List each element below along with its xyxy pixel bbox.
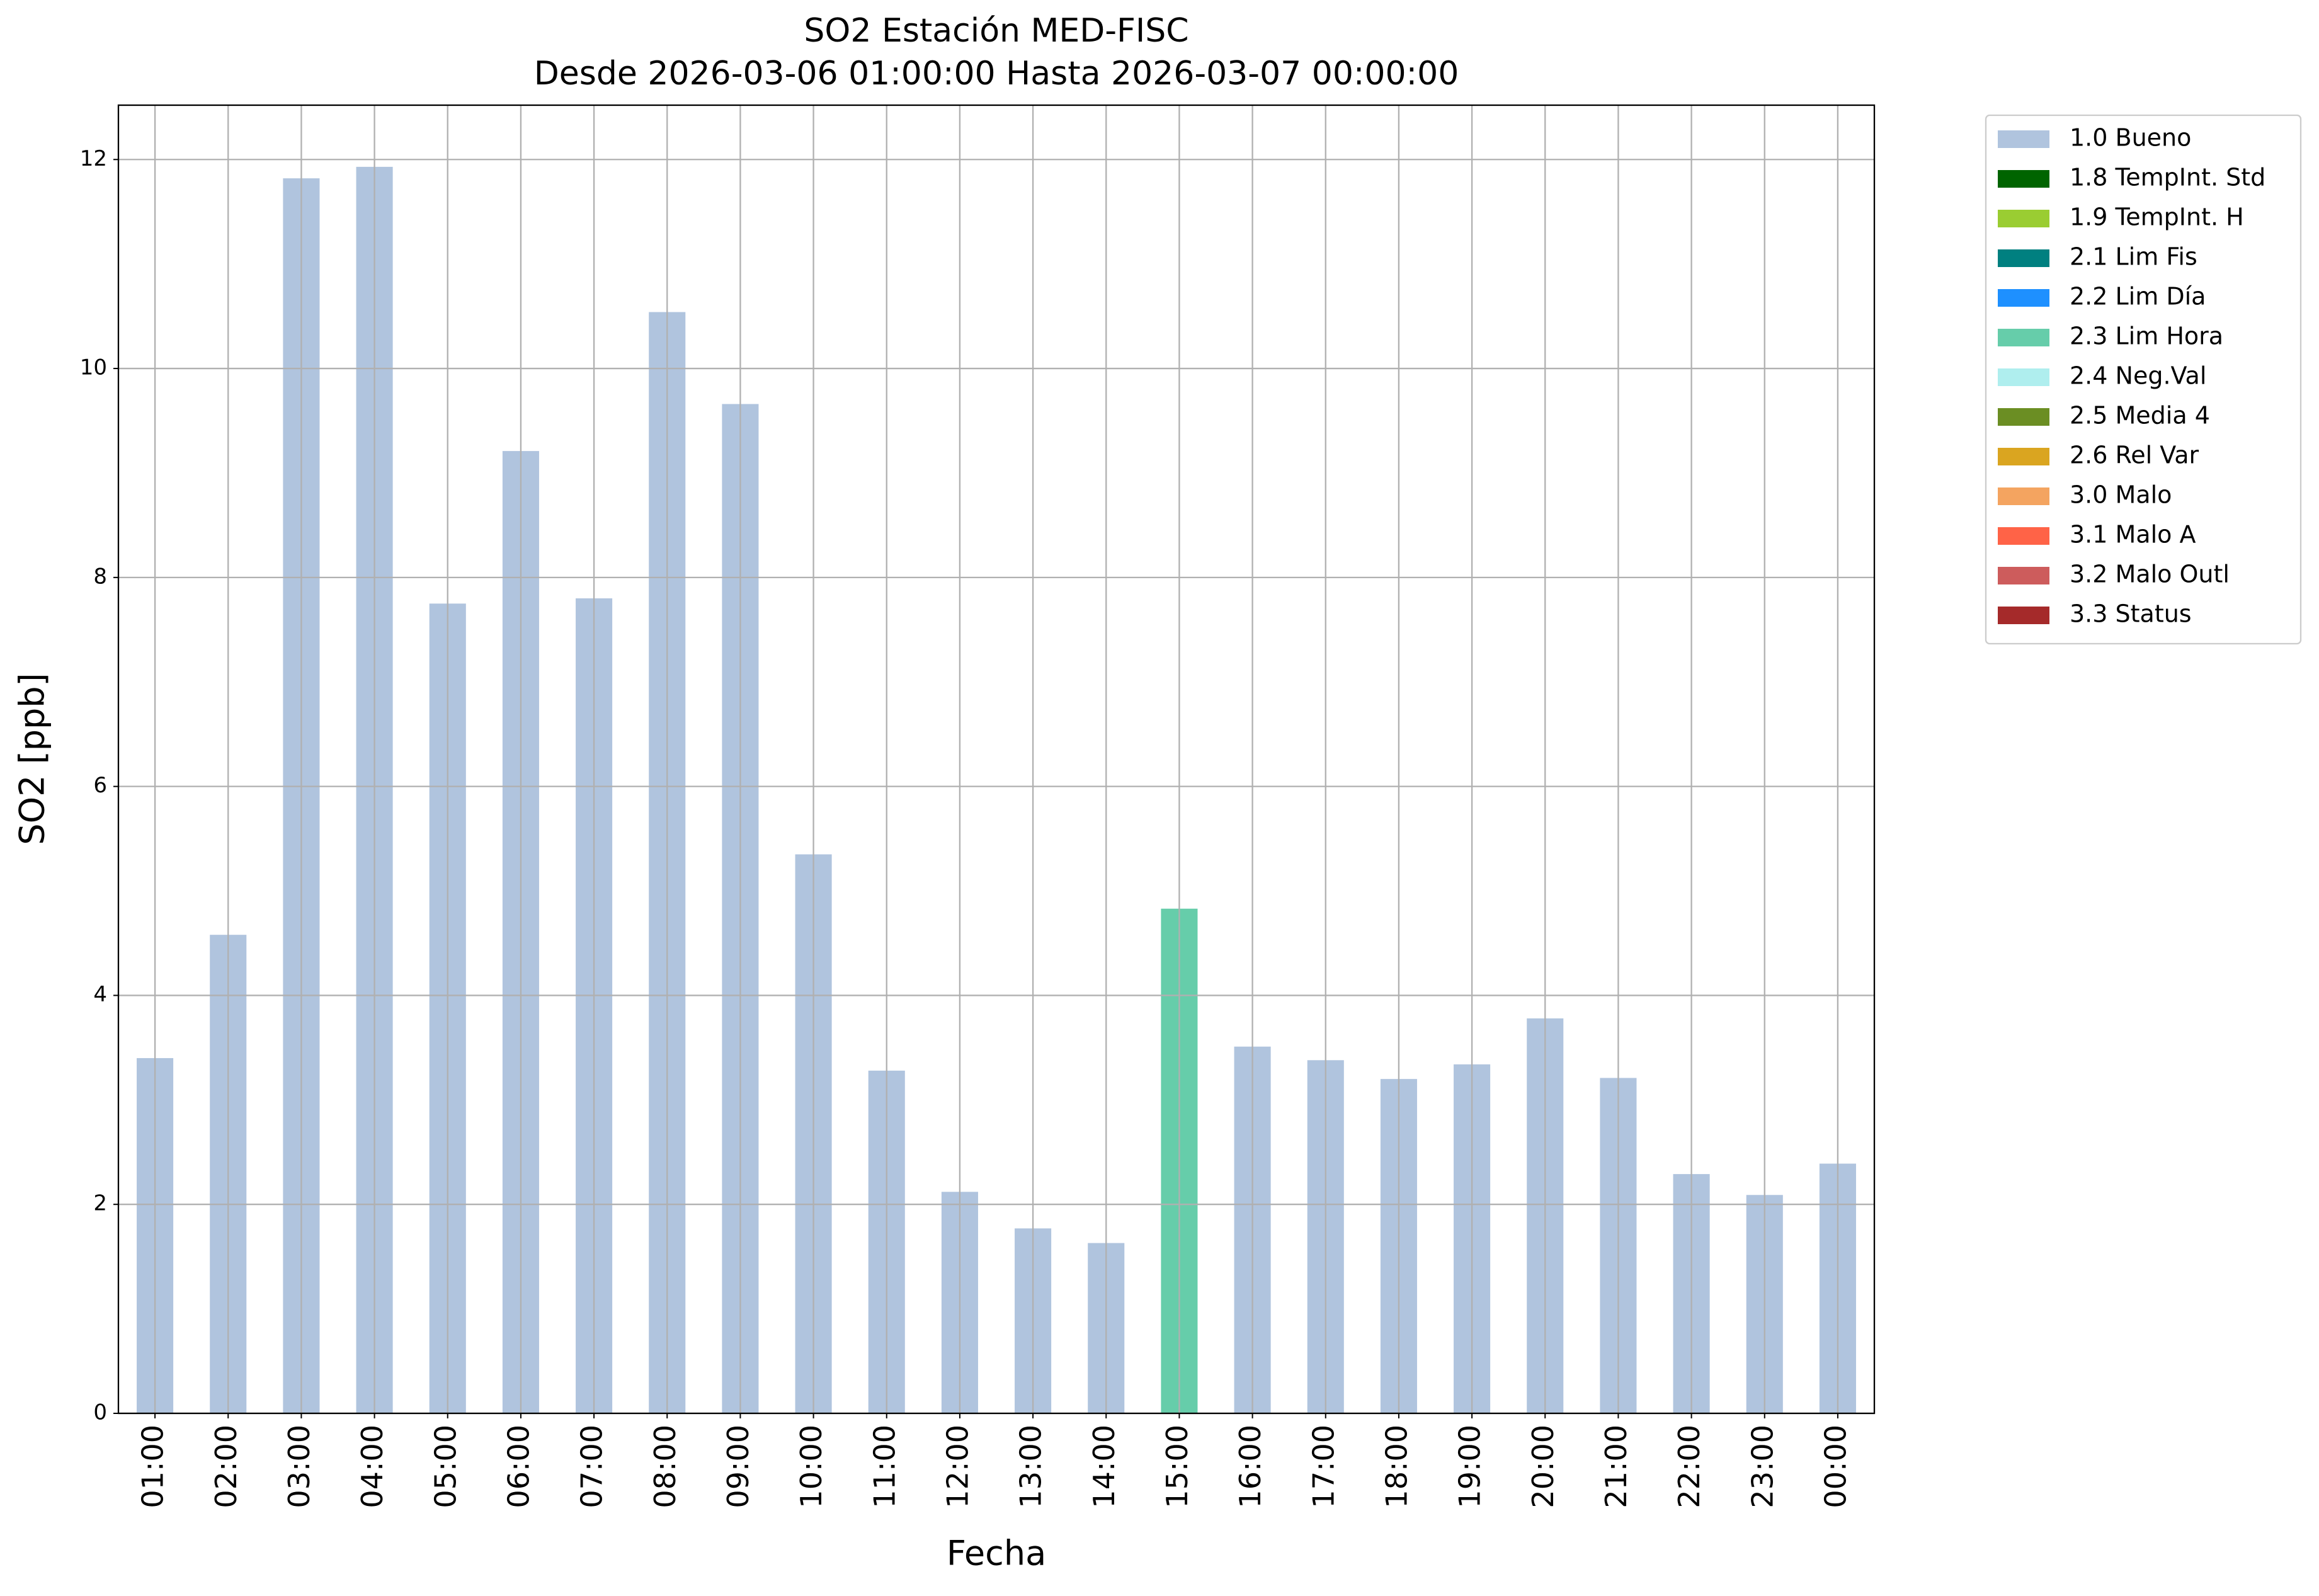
x-tick-label: 16:00	[1233, 1425, 1267, 1508]
legend-label: 2.5 Media 4	[2070, 402, 2210, 430]
x-tick-label: 17:00	[1306, 1425, 1340, 1508]
legend-label: 2.2 Lim Día	[2070, 283, 2206, 311]
legend-box	[1985, 114, 2302, 645]
x-tick-label: 13:00	[1014, 1425, 1048, 1508]
x-tick-label: 23:00	[1745, 1425, 1779, 1508]
legend-label: 2.1 Lim Fis	[2070, 243, 2197, 271]
legend-label: 1.0 Bueno	[2070, 124, 2191, 152]
x-tick-label: 09:00	[721, 1425, 755, 1508]
plot-frame	[117, 104, 1876, 1415]
x-tick-label: 21:00	[1599, 1425, 1633, 1508]
x-axis-label: Fecha	[947, 1534, 1046, 1573]
chart-subtitle: Desde 2026-03-06 01:00:00 Hasta 2026-03-…	[534, 55, 1459, 93]
y-tick-label: 12	[80, 146, 107, 171]
x-tick-label: 02:00	[209, 1425, 243, 1508]
chart-title: SO2 Estación MED-FISC	[804, 12, 1188, 50]
y-tick-label: 2	[93, 1191, 107, 1216]
x-tick-label: 08:00	[648, 1425, 682, 1508]
x-tick-label: 14:00	[1087, 1425, 1121, 1508]
x-tick-label: 07:00	[575, 1425, 609, 1508]
legend-swatch	[1998, 527, 2049, 545]
legend-label: 3.3 Status	[2070, 600, 2192, 628]
y-tick-label: 10	[80, 355, 107, 380]
x-tick-label: 12:00	[940, 1425, 974, 1508]
legend-swatch	[1998, 567, 2049, 584]
x-tick-label: 18:00	[1379, 1425, 1413, 1508]
x-tick-label: 05:00	[428, 1425, 462, 1508]
y-axis-label: SO2 [ppb]	[13, 673, 52, 845]
x-tick-label: 10:00	[794, 1425, 828, 1508]
x-tick-label: 06:00	[501, 1425, 535, 1508]
legend-swatch	[1998, 448, 2049, 465]
y-tick-label: 6	[93, 773, 107, 798]
x-tick-label: 19:00	[1453, 1425, 1487, 1508]
legend-label: 1.9 TempInt. H	[2070, 203, 2244, 231]
legend-label: 2.4 Neg.Val	[2070, 362, 2206, 390]
x-tick-label: 00:00	[1818, 1425, 1852, 1508]
legend-swatch	[1998, 607, 2049, 624]
x-tick-label: 15:00	[1160, 1425, 1194, 1508]
x-tick-label: 11:00	[867, 1425, 901, 1508]
y-tick-label: 4	[93, 982, 107, 1007]
x-tick-label: 03:00	[282, 1425, 316, 1508]
legend-label: 1.8 TempInt. Std	[2070, 164, 2265, 191]
legend-swatch	[1998, 249, 2049, 267]
legend-swatch	[1998, 170, 2049, 188]
legend-swatch	[1998, 210, 2049, 227]
legend-swatch	[1998, 487, 2049, 505]
x-tick-label: 04:00	[355, 1425, 389, 1508]
y-tick-label: 8	[93, 564, 107, 589]
legend-label: 3.1 Malo A	[2070, 521, 2196, 549]
legend-label: 2.3 Lim Hora	[2070, 322, 2223, 350]
legend-swatch	[1998, 130, 2049, 148]
x-tick-label: 01:00	[136, 1425, 170, 1508]
legend-label: 3.2 Malo Outl	[2070, 561, 2230, 588]
legend-swatch	[1998, 289, 2049, 307]
x-tick-label: 22:00	[1672, 1425, 1706, 1508]
legend-label: 2.6 Rel Var	[2070, 442, 2199, 469]
legend-label: 3.0 Malo	[2070, 481, 2172, 509]
x-tick-label: 20:00	[1526, 1425, 1560, 1508]
y-tick-label: 0	[93, 1400, 107, 1425]
legend-swatch	[1998, 408, 2049, 426]
legend-swatch	[1998, 368, 2049, 386]
legend-swatch	[1998, 329, 2049, 346]
